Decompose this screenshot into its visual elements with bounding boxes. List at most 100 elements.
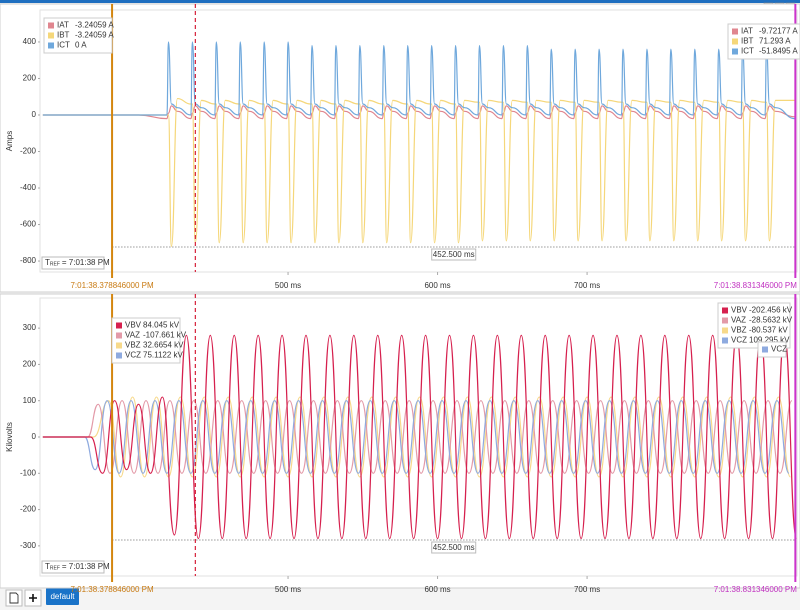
tref-subscript: REF bbox=[50, 262, 60, 268]
legend-name: ICT bbox=[57, 41, 70, 50]
legend-value: 0 A bbox=[75, 41, 87, 50]
x-tick-label: 500 ms bbox=[275, 585, 301, 594]
tref-symbol: T bbox=[45, 562, 50, 571]
legend-box bbox=[727, 23, 800, 60]
default-label[interactable]: default bbox=[50, 592, 75, 601]
legend-swatch bbox=[722, 327, 728, 334]
add-button[interactable] bbox=[24, 589, 42, 607]
y-tick-label: 300 bbox=[23, 323, 37, 332]
y-tick-label: -100 bbox=[20, 468, 37, 477]
legend-box bbox=[717, 302, 791, 349]
legend-swatch bbox=[116, 352, 122, 359]
tref-box bbox=[41, 256, 105, 270]
y-axis-label: Kilovolts bbox=[5, 422, 14, 452]
legend-swatch bbox=[732, 38, 738, 45]
legend-value: -202.456 kV bbox=[749, 306, 793, 315]
y-tick-label: -400 bbox=[20, 183, 37, 192]
x-tick-label: 600 ms bbox=[424, 585, 450, 594]
legend-value: -80.537 kV bbox=[749, 326, 788, 335]
default-button[interactable]: default bbox=[46, 588, 79, 605]
legend-value: -9.72177 A bbox=[759, 27, 798, 36]
tref-text: TREF = 7:01:38 PM bbox=[45, 562, 110, 572]
x-tick-label: 700 ms bbox=[574, 281, 600, 290]
trace bbox=[42, 396, 792, 478]
legend-name: ICT bbox=[741, 47, 754, 56]
legend-value: 84.045 kV bbox=[143, 321, 180, 330]
legend-value: -107.661 kV bbox=[143, 331, 187, 340]
y-tick-label: -200 bbox=[20, 147, 37, 156]
y-axis-label: Amps bbox=[5, 131, 14, 151]
left-cursor-label: 7:01:38.378846000 PM bbox=[70, 281, 154, 290]
x-tick-label: 600 ms bbox=[424, 281, 450, 290]
legend-value: 75.1122 kV bbox=[143, 351, 184, 360]
legend-name: VBZ bbox=[731, 326, 747, 335]
trace bbox=[42, 105, 795, 120]
legend-swatch bbox=[48, 32, 54, 39]
legend-swatch bbox=[722, 337, 728, 344]
legend-value: 109.295 kV bbox=[749, 336, 790, 345]
x-tick-label: 700 ms bbox=[574, 585, 600, 594]
legend-swatch bbox=[762, 346, 768, 353]
legend-name: IBT bbox=[741, 37, 754, 46]
tref-text: TREF = 7:01:38 PM bbox=[45, 258, 110, 268]
left-cursor-label: 7:01:38.378846000 PM bbox=[70, 585, 154, 594]
measure-label: 452.500 ms bbox=[433, 543, 475, 552]
legend-swatch bbox=[732, 28, 738, 35]
legend-value: 32.6654 kV bbox=[143, 341, 184, 350]
legend-name: IBT bbox=[57, 31, 70, 40]
legend-name: VBZ bbox=[125, 341, 141, 350]
measure-box bbox=[431, 248, 477, 261]
legend-name: VCZ bbox=[125, 351, 141, 360]
y-tick-label: 400 bbox=[23, 37, 37, 46]
legend-swatch bbox=[116, 332, 122, 339]
y-tick-label: 0 bbox=[32, 432, 37, 441]
measure-label: 452.500 ms bbox=[433, 250, 475, 259]
legend-name: VBV bbox=[731, 306, 748, 315]
trace bbox=[42, 334, 797, 540]
legend-name: IAT bbox=[741, 27, 753, 36]
legend-value: -3.24059 A bbox=[75, 21, 114, 30]
trace bbox=[42, 41, 795, 120]
tref-subscript: REF bbox=[50, 566, 60, 572]
trace bbox=[42, 97, 795, 248]
legend-name: VCZ bbox=[771, 345, 787, 354]
y-tick-label: 100 bbox=[23, 396, 37, 405]
y-tick-label: -300 bbox=[20, 541, 37, 550]
measure-box bbox=[431, 541, 477, 554]
legend-swatch bbox=[48, 22, 54, 29]
legend-name: VBV bbox=[125, 321, 142, 330]
legend-box bbox=[43, 17, 113, 54]
y-tick-label: -800 bbox=[20, 256, 37, 265]
toolbar: default bbox=[0, 588, 800, 610]
legend-value: -28.5632 kV bbox=[749, 316, 793, 325]
legend-name: IAT bbox=[57, 21, 69, 30]
legend-value: -3.24059 A bbox=[75, 31, 114, 40]
page-button[interactable] bbox=[5, 589, 23, 607]
plot-area bbox=[39, 9, 798, 273]
y-tick-label: -600 bbox=[20, 220, 37, 229]
legend-name: VCZ bbox=[731, 336, 747, 345]
y-tick-label: 200 bbox=[23, 360, 37, 369]
legend-name: VAZ bbox=[731, 316, 746, 325]
y-tick-label: 0 bbox=[32, 110, 37, 119]
tref-value: = 7:01:38 PM bbox=[62, 258, 110, 267]
legend-swatch bbox=[116, 322, 122, 329]
legend-swatch bbox=[48, 42, 54, 49]
tref-symbol: T bbox=[45, 258, 50, 267]
legend-swatch bbox=[732, 48, 738, 55]
tref-value: = 7:01:38 PM bbox=[62, 562, 110, 571]
legend-box bbox=[111, 317, 181, 364]
legend-value: -51.8495 A bbox=[759, 47, 798, 56]
legend-swatch bbox=[722, 307, 728, 314]
top-strip bbox=[0, 0, 800, 3]
legend-box bbox=[757, 341, 787, 358]
legend-swatch bbox=[116, 342, 122, 349]
tref-box bbox=[41, 560, 105, 574]
right-cursor-label: 7:01:38.831346000 PM bbox=[714, 281, 798, 290]
x-tick-label: 500 ms bbox=[275, 281, 301, 290]
legend-value: 71.293 A bbox=[759, 37, 791, 46]
legend-name: VAZ bbox=[125, 331, 140, 340]
legend-swatch bbox=[722, 317, 728, 324]
y-tick-label: -200 bbox=[20, 505, 37, 514]
